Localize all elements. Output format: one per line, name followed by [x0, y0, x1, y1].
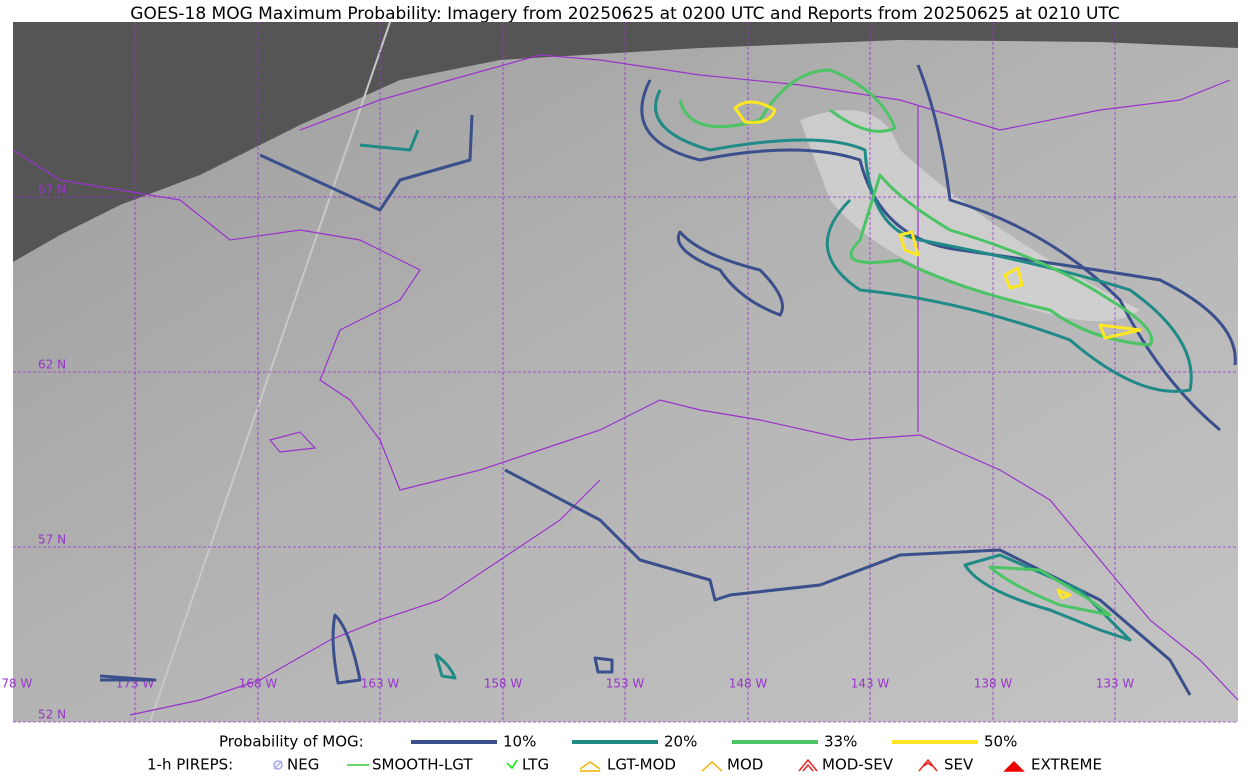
legend-label: 10% — [503, 733, 536, 751]
legend-label: 20% — [664, 733, 697, 751]
longitude-label: 133 W — [1096, 677, 1135, 691]
contours — [99, 64, 1237, 696]
legend-symbol — [798, 758, 818, 772]
latitude-label: 62 N — [38, 358, 66, 372]
longitude-label: 143 W — [851, 677, 890, 691]
latitude-label: 57 N — [38, 533, 66, 547]
legend-label: 33% — [824, 733, 857, 751]
legend-symbol — [1003, 760, 1025, 772]
longitude-label: 168 W — [239, 677, 278, 691]
legend-label: LTG — [522, 756, 549, 774]
legend-title: 1-h PIREPS: — [147, 756, 233, 774]
legend-label: MOD — [727, 756, 763, 774]
longitude-label: 138 W — [974, 677, 1013, 691]
legend-symbol — [918, 758, 938, 772]
longitude-label: 153 W — [606, 677, 645, 691]
legend-symbol — [701, 760, 723, 772]
legend-label: MOD-SEV — [822, 756, 894, 774]
legend-symbol — [273, 760, 283, 770]
legend-label: EXTREME — [1031, 756, 1102, 774]
no-data-region — [13, 22, 1238, 262]
legend: Probability of MOG: 10% 20% 33% 50% 1-h PIREP… — [147, 733, 1102, 774]
legend-title: Probability of MOG: — [219, 733, 364, 751]
legend-symbol — [506, 759, 518, 770]
longitude-label: 178 W — [0, 677, 32, 691]
title: GOES-18 MOG Maximum Probability: Imagery… — [130, 4, 1119, 24]
longitude-label: 158 W — [484, 677, 523, 691]
legend-label: SEV — [944, 756, 974, 774]
legend-label: LGT-MOD — [607, 756, 676, 774]
latitude-label: 52 N — [38, 708, 66, 722]
legend-label: 50% — [984, 733, 1017, 751]
legend-label: SMOOTH-LGT — [372, 756, 473, 774]
legend-symbol — [579, 761, 601, 772]
longitude-label: 163 W — [361, 677, 400, 691]
latitude-label: 67 N — [38, 183, 66, 197]
longitude-label: 148 W — [729, 677, 768, 691]
legend-label: NEG — [287, 756, 319, 774]
